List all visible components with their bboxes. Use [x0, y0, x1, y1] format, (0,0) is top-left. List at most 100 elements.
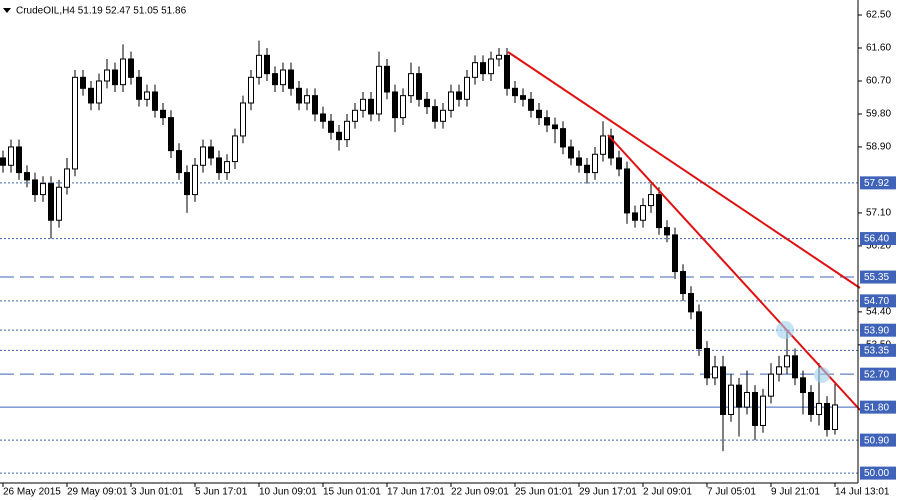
candle-body — [120, 58, 126, 86]
candle-body — [584, 164, 590, 174]
candle-body — [256, 54, 262, 78]
candle-body — [360, 98, 366, 111]
candle-body — [624, 168, 630, 214]
x-tick-label: 5 Jun 17:01 — [195, 487, 248, 498]
candle-body — [480, 62, 486, 75]
highlight-circle — [776, 321, 794, 339]
candle-body — [432, 106, 438, 122]
level-label-box — [860, 343, 896, 357]
level-label: 57.92 — [864, 178, 889, 189]
level-label-box — [860, 232, 896, 246]
candle-body — [776, 366, 782, 375]
candle-body — [272, 73, 278, 86]
candle-body — [232, 135, 238, 163]
candle-body — [40, 183, 46, 196]
candle-body — [832, 404, 838, 430]
candle-body — [32, 179, 38, 196]
candle-body — [648, 194, 654, 207]
level-label: 50.90 — [864, 435, 889, 446]
candle-body — [312, 95, 318, 115]
candle-body — [248, 76, 254, 104]
highlight-circle — [814, 367, 830, 383]
candle-body — [488, 58, 494, 75]
y-tick-label: 58.90 — [866, 142, 891, 153]
candle-body — [88, 87, 94, 104]
candle-body — [72, 76, 78, 170]
y-tick-label: 60.70 — [866, 76, 891, 87]
candle-body — [376, 65, 382, 115]
candle-body — [800, 377, 806, 393]
candle-body — [608, 135, 614, 159]
candle-body — [696, 311, 702, 350]
x-tick-label: 22 Jun 09:01 — [451, 487, 509, 498]
candle-body — [104, 69, 110, 82]
candle-body — [512, 87, 518, 97]
candle-body — [424, 98, 430, 108]
candle-body — [344, 120, 350, 141]
candle-body — [328, 120, 334, 133]
candle-body — [568, 146, 574, 159]
candle-body — [520, 95, 526, 100]
candle-body — [496, 54, 502, 60]
y-tick-label: 61.60 — [866, 43, 891, 54]
candle-body — [208, 146, 214, 159]
candle-body — [448, 91, 454, 111]
candle-body — [0, 157, 6, 166]
candle-body — [288, 69, 294, 89]
x-tick-label: 17 Jun 17:01 — [387, 487, 445, 498]
candle-body — [472, 62, 478, 78]
candle-body — [792, 355, 798, 379]
level-label: 51.80 — [864, 402, 889, 413]
candle-body — [504, 54, 510, 89]
candle-body — [368, 98, 374, 115]
menu-triangle — [3, 8, 11, 13]
candle-body — [720, 366, 726, 415]
candle-body — [656, 194, 662, 229]
candle-body — [64, 168, 70, 188]
candle-body — [184, 172, 190, 196]
candle-body — [136, 76, 142, 100]
candle-body — [464, 76, 470, 100]
candle-body — [640, 205, 646, 221]
level-label: 53.90 — [864, 325, 889, 336]
candle-body — [112, 69, 118, 86]
candle-body — [760, 395, 766, 426]
candle-body — [576, 157, 582, 166]
candle-body — [392, 91, 398, 119]
x-tick-label: 2 Jul 09:01 — [643, 487, 692, 498]
candle-body — [224, 161, 230, 174]
candle-body — [296, 87, 302, 104]
candle-body — [240, 102, 246, 137]
y-tick-label: 57.10 — [866, 208, 891, 219]
candle-body — [408, 73, 414, 97]
x-tick-label: 29 May 09:01 — [67, 487, 128, 498]
candle-body — [688, 293, 694, 313]
candle-body — [200, 146, 206, 166]
x-tick-label: 3 Jun 01:01 — [131, 487, 184, 498]
candle-body — [280, 69, 286, 86]
candle-body — [680, 271, 686, 295]
candle-body — [56, 186, 62, 221]
level-label-box — [860, 433, 896, 447]
level-label-box — [860, 367, 896, 381]
x-tick-label: 10 Jun 09:01 — [259, 487, 317, 498]
x-tick-label: 26 May 2015 — [3, 487, 61, 498]
level-label-box — [860, 176, 896, 190]
candle-body — [552, 124, 558, 130]
level-label-box — [860, 323, 896, 337]
candle-body — [8, 146, 14, 166]
x-tick-label: 25 Jun 01:01 — [515, 487, 573, 498]
candle-body — [528, 98, 534, 111]
candle-body — [616, 157, 622, 170]
y-tick-label: 56.20 — [866, 241, 891, 252]
candle-body — [80, 76, 86, 89]
candle-body — [768, 373, 774, 397]
trend-line — [507, 51, 861, 289]
y-tick-label: 59.80 — [866, 109, 891, 120]
x-tick-label: 14 Jul 13:01 — [835, 487, 890, 498]
candle-body — [536, 109, 542, 119]
candle-body — [160, 109, 166, 119]
candle-body — [264, 54, 270, 75]
level-label: 55.35 — [864, 272, 889, 283]
